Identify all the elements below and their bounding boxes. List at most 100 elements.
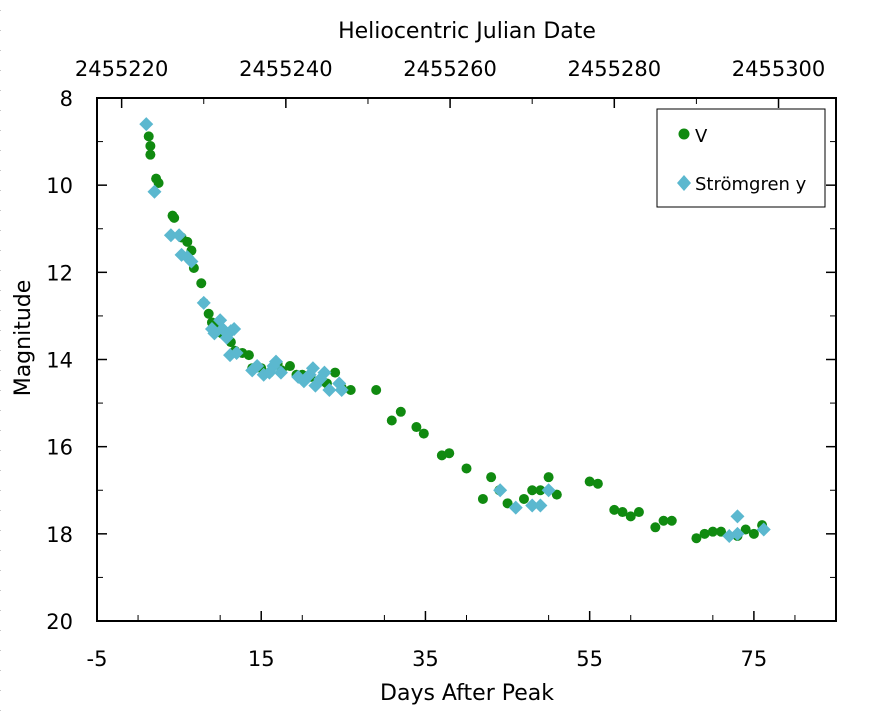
- stromgren-y-point: [525, 498, 540, 513]
- y-tick-label: 12: [46, 261, 73, 285]
- margin-dot: [0, 450, 1, 451]
- margin-dot: [0, 690, 1, 691]
- legend-marker-v: [678, 128, 690, 140]
- margin-dot: [0, 430, 1, 431]
- margin-dot: [0, 150, 1, 151]
- stromgren-y-point: [730, 509, 745, 524]
- stromgren-y-point: [756, 522, 771, 537]
- margin-dot: [0, 670, 1, 671]
- stromgren-y-point: [184, 254, 199, 269]
- margin-dot: [0, 630, 1, 631]
- stromgren-y-point: [317, 365, 332, 380]
- x-tick-label: 35: [412, 647, 439, 671]
- v-point: [143, 131, 154, 142]
- top-axis-title: Heliocentric Julian Date: [338, 19, 596, 44]
- y-tick-label: 18: [46, 523, 73, 547]
- margin-dot: [0, 710, 1, 711]
- v-point: [592, 478, 603, 489]
- v-point: [486, 472, 497, 483]
- v-point: [203, 308, 214, 319]
- margin-dot: [0, 610, 1, 611]
- v-point: [650, 522, 661, 533]
- margin-dot: [0, 650, 1, 651]
- margin-dot: [0, 130, 1, 131]
- y-tick-label: 14: [46, 349, 73, 373]
- series-stromgren-y: [139, 117, 771, 544]
- margin-dot: [0, 410, 1, 411]
- margin-dot: [0, 490, 1, 491]
- stromgren-y-point: [322, 383, 337, 398]
- margin-dot: [0, 570, 1, 571]
- margin-dot: [0, 50, 1, 51]
- stromgren-y-point: [493, 483, 508, 498]
- v-point: [153, 177, 164, 188]
- v-point: [535, 485, 546, 496]
- legend-box: [656, 108, 826, 208]
- v-point: [330, 367, 341, 378]
- y-tick-label: 8: [60, 87, 73, 111]
- top-tick-label: 2455300: [732, 57, 826, 81]
- margin-dot: [0, 530, 1, 531]
- legend-label-stromgren-y: Strömgren y: [695, 174, 807, 195]
- margin-dot: [0, 590, 1, 591]
- margin-dot: [0, 390, 1, 391]
- v-point: [371, 385, 382, 396]
- y-tick-label: 16: [46, 436, 73, 460]
- margin-dot: [0, 70, 1, 71]
- axis-ticks: [96, 97, 836, 622]
- tick-labels: -5 15 35 55 75 2455220 2455240 2455260 2455280 24…: [46, 57, 825, 671]
- margin-dot: [0, 270, 1, 271]
- margin-dot: [0, 210, 1, 211]
- v-point: [518, 493, 529, 504]
- y-axis-title: Magnitude: [11, 280, 36, 397]
- margin-dot: [0, 230, 1, 231]
- stromgren-y-point: [269, 354, 284, 369]
- stromgren-y-point: [730, 526, 745, 541]
- stromgren-y-point: [147, 184, 162, 199]
- v-point: [444, 448, 455, 459]
- x-tick-label: 55: [576, 647, 603, 671]
- v-point: [411, 422, 422, 433]
- y-tick-label: 10: [46, 174, 73, 198]
- v-point: [386, 415, 397, 426]
- x-axis-title: Days After Peak: [380, 681, 554, 706]
- top-tick-label: 2455220: [75, 57, 169, 81]
- top-tick-label: 2455260: [403, 57, 497, 81]
- margin-dot: [0, 470, 1, 471]
- v-point: [617, 507, 628, 518]
- legend-label-v: V: [695, 126, 708, 147]
- v-point: [691, 533, 702, 544]
- margin-dot: [0, 10, 1, 11]
- margin-dot: [0, 310, 1, 311]
- stromgren-y-point: [541, 483, 556, 498]
- v-point: [182, 236, 193, 247]
- v-point: [418, 428, 429, 439]
- v-point: [584, 476, 595, 487]
- margin-dot: [0, 250, 1, 251]
- margin-dot: [0, 350, 1, 351]
- margin-dot: [0, 510, 1, 511]
- top-tick-label: 2455280: [568, 57, 662, 81]
- v-point: [477, 493, 488, 504]
- v-point: [284, 361, 295, 372]
- v-point: [666, 515, 677, 526]
- x-tick-label: -5: [87, 647, 108, 671]
- stromgren-y-point: [250, 359, 265, 374]
- v-point: [527, 485, 538, 496]
- margin-dot: [0, 370, 1, 371]
- v-point: [748, 528, 759, 539]
- v-point: [740, 524, 751, 535]
- stromgren-y-point: [139, 117, 154, 132]
- v-point: [543, 472, 554, 483]
- legend-marker-stromgren-y: [677, 175, 691, 191]
- stromgren-y-point: [196, 295, 211, 310]
- v-point: [345, 385, 356, 396]
- v-point: [716, 526, 727, 537]
- stromgren-y-point: [163, 228, 178, 243]
- v-point: [609, 504, 620, 515]
- v-point: [502, 498, 513, 509]
- x-tick-label: 75: [741, 647, 768, 671]
- margin-dot: [0, 550, 1, 551]
- left-margin-dots: [0, 10, 1, 711]
- v-point: [699, 528, 710, 539]
